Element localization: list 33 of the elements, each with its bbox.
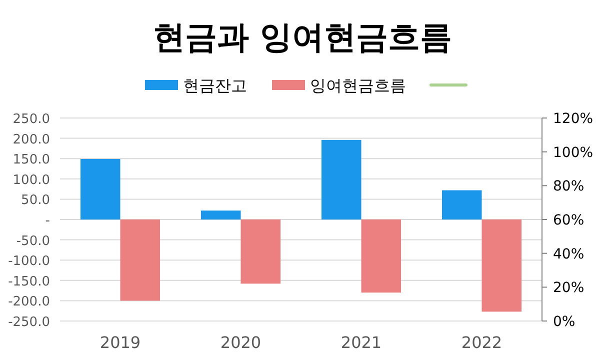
y-tick-label: 150.0 <box>12 152 50 168</box>
chart-title: 현금과 잉여현금흐름 <box>152 18 452 56</box>
x-tick-label: 2020 <box>220 333 262 352</box>
y2-tick-label: 80% <box>553 178 584 195</box>
x-tick-label: 2022 <box>461 333 502 352</box>
y2-tick-label: 40% <box>553 246 584 262</box>
legend-label: 현금잔고 <box>183 76 247 95</box>
y-tick-label: 200.0 <box>12 132 50 148</box>
bar <box>321 140 362 220</box>
legend-label: 잉여현금흐름 <box>310 76 406 95</box>
y-tick-label: -100.0 <box>8 254 50 270</box>
y2-tick-label: 20% <box>553 280 584 296</box>
bar <box>361 220 402 293</box>
bar <box>442 190 482 220</box>
y-tick-label: -250.0 <box>8 315 50 330</box>
y-tick-label: 100.0 <box>12 172 50 188</box>
y-tick-label: -200.0 <box>8 294 50 310</box>
y2-tick-label: 0% <box>553 314 576 330</box>
y-tick-label: 250.0 <box>12 112 50 127</box>
y-tick-label: -150.0 <box>8 274 50 290</box>
bar <box>80 159 120 220</box>
bar <box>120 220 160 301</box>
y2-tick-label: 60% <box>553 212 584 228</box>
x-tick-label: 2021 <box>340 333 382 352</box>
bar <box>200 210 241 220</box>
bar <box>482 220 522 312</box>
y-tick-label: -50.0 <box>16 234 50 249</box>
y-tick-label: - <box>45 214 50 228</box>
x-tick-label: 2019 <box>100 333 141 352</box>
y2-tick-label: 100% <box>553 144 594 161</box>
bar <box>240 220 281 284</box>
y2-tick-label: 120% <box>553 111 594 127</box>
y-tick-label: 50.0 <box>21 193 50 208</box>
